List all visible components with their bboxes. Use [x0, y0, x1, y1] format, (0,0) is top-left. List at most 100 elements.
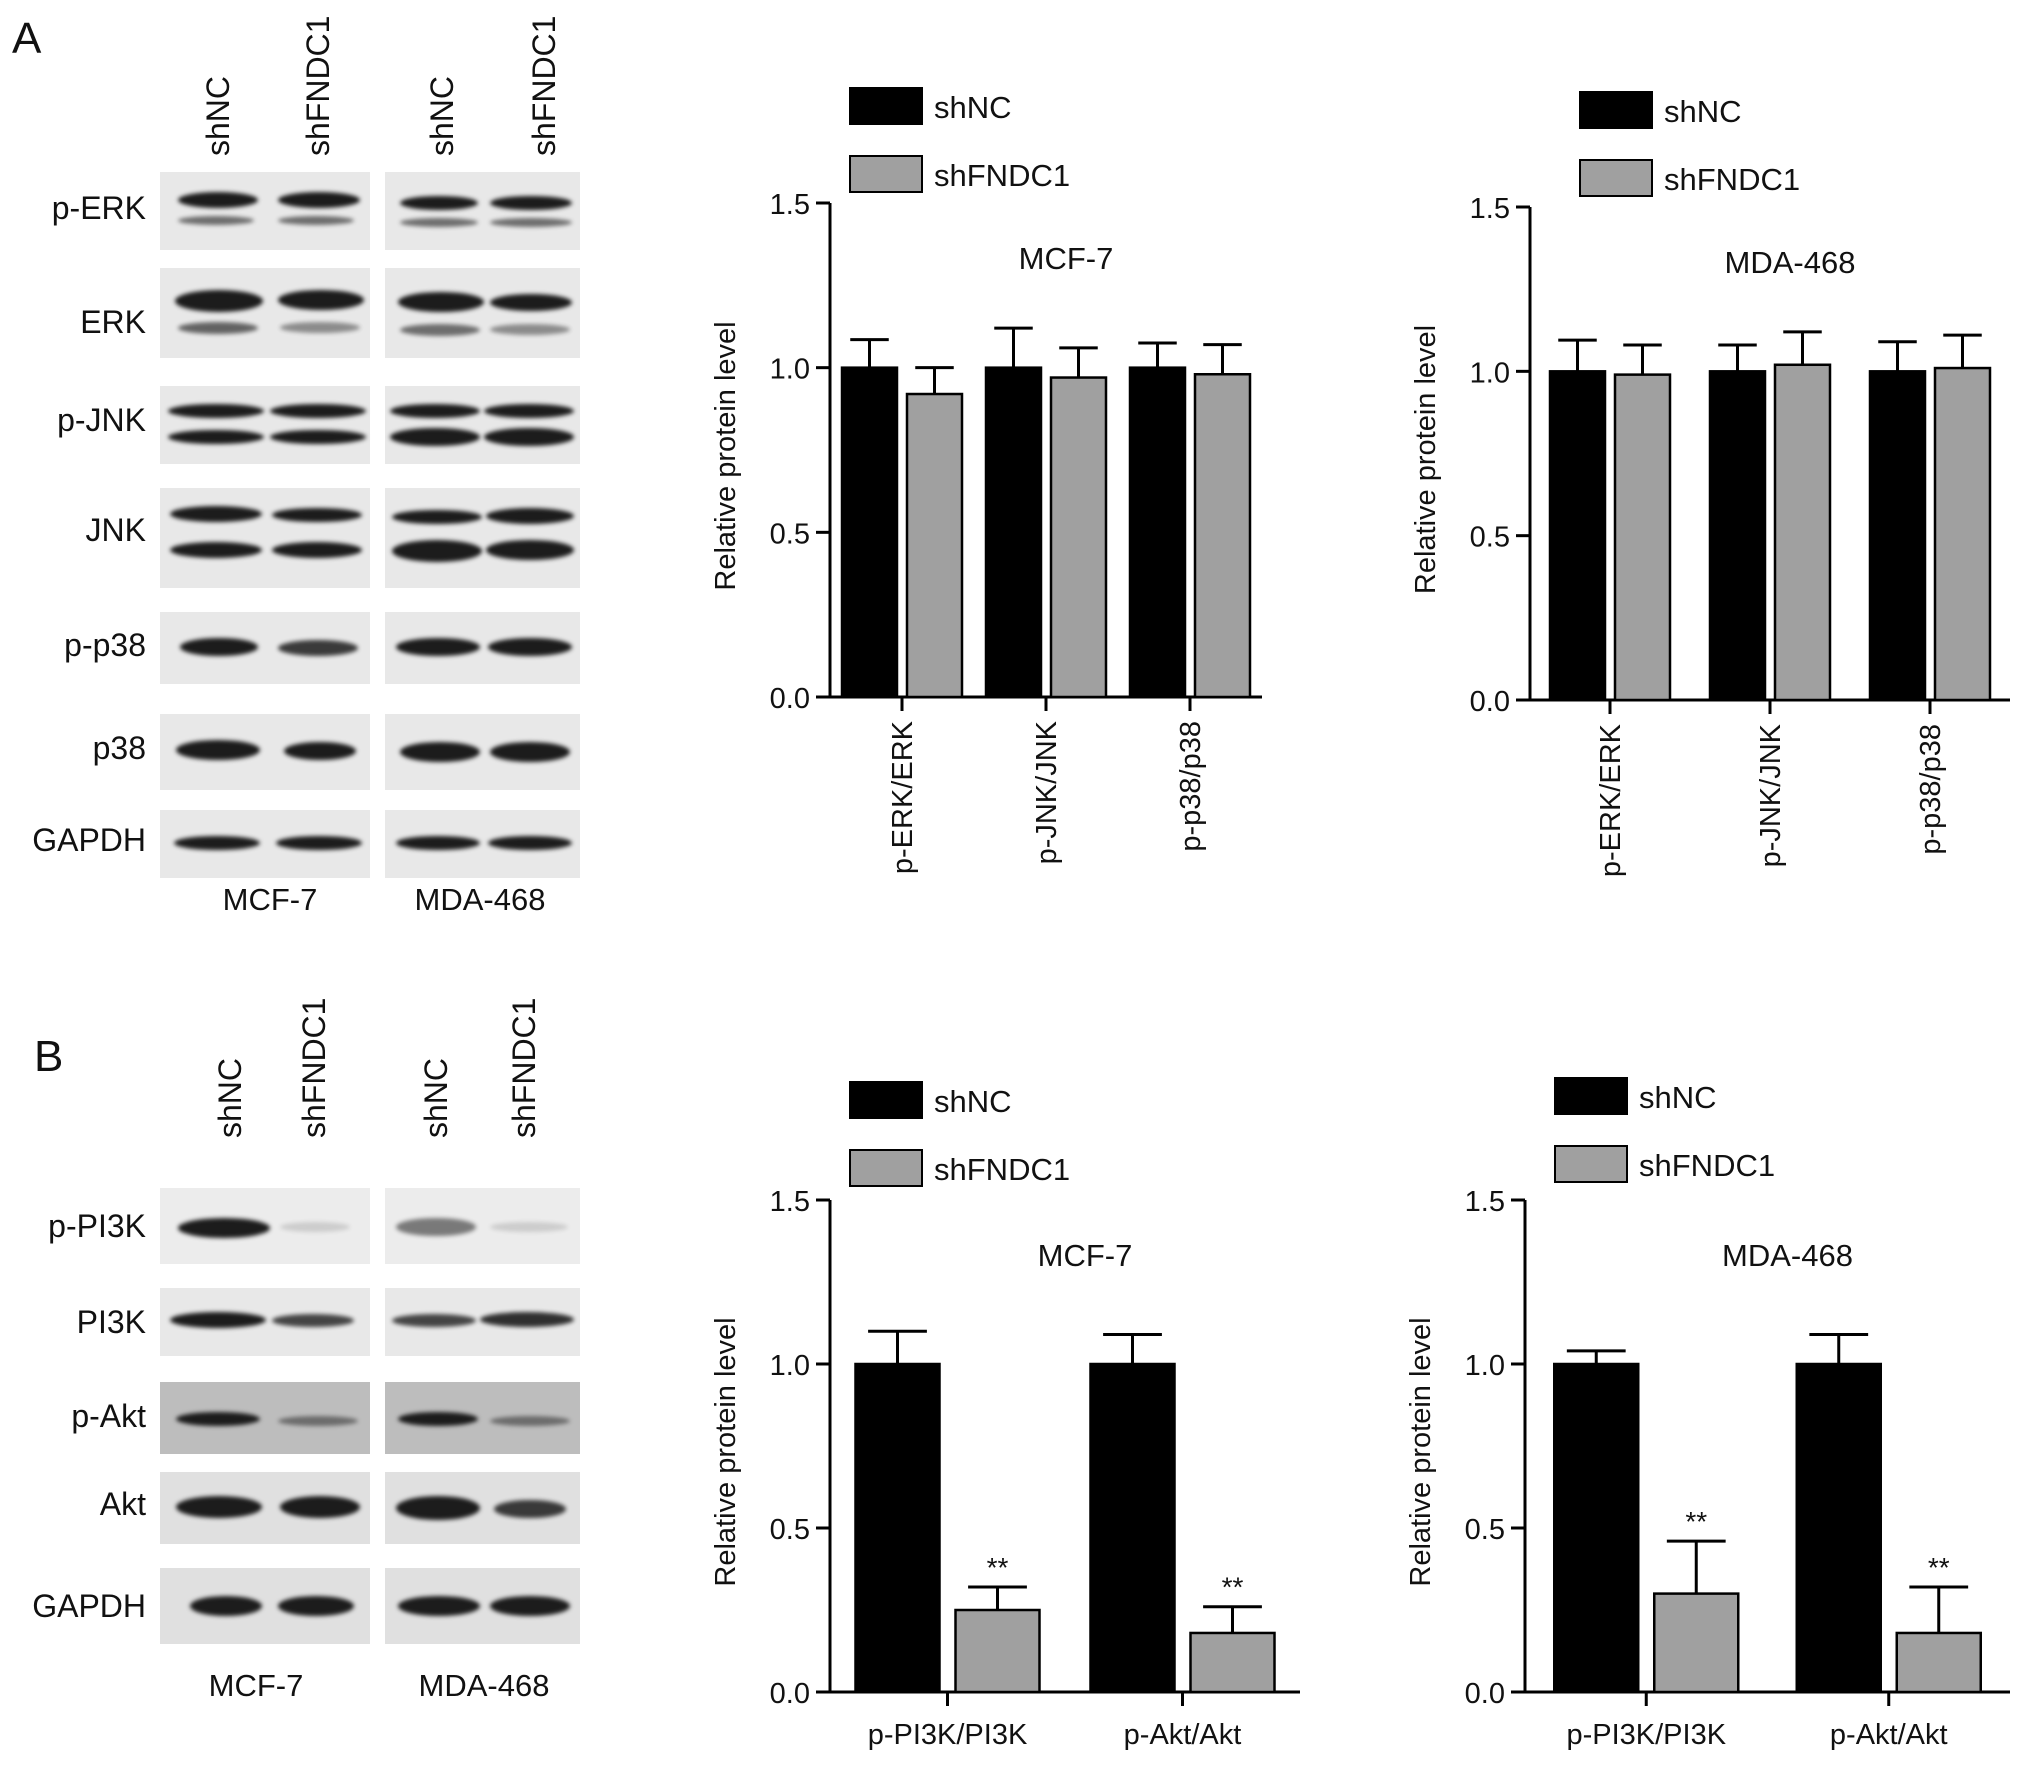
- blot-strip: [160, 1568, 580, 1644]
- significance-label: **: [1685, 1506, 1707, 1537]
- x-tick-label: p-Akt/Akt: [1124, 1719, 1242, 1751]
- legend-label-shfndc1: shFNDC1: [1664, 162, 1800, 197]
- row-label-pi3k: PI3K: [76, 1304, 146, 1340]
- legend-swatch-shnc: [849, 87, 923, 125]
- y-tick-label: 1.0: [1470, 357, 1510, 389]
- bar-shnc: [1795, 1362, 1882, 1694]
- bar-shnc: [1548, 370, 1607, 702]
- y-tick-label: 0.0: [770, 1678, 810, 1710]
- legend-swatch-shnc: [849, 1081, 923, 1119]
- y-tick-label: 0.0: [770, 683, 810, 715]
- legend-swatch-shfndc1: [849, 1149, 923, 1187]
- row-label-gapdh: GAPDH: [32, 1588, 146, 1624]
- legend-label-shfndc1: shFNDC1: [1639, 1148, 1775, 1183]
- bar-shnc: [840, 366, 899, 699]
- bar-shfndc1: [954, 1608, 1041, 1694]
- y-axis-label: Relative protein level: [710, 321, 742, 590]
- y-axis-label: Relative protein level: [1405, 1317, 1437, 1586]
- y-tick-label: 1.0: [770, 354, 810, 386]
- y-tick-label: 0.5: [1470, 522, 1510, 554]
- y-tick-label: 0.5: [770, 1514, 810, 1546]
- cell-line-label-mcf-7: MCF-7: [208, 1668, 304, 1703]
- legend-label-shnc: shNC: [934, 1084, 1012, 1119]
- bar-shnc: [1128, 366, 1187, 699]
- western-blot-a: shNC shFNDC1 shNC shFNDC1 p-ERK ERK p-JN…: [0, 0, 600, 930]
- blot-strip: [160, 268, 580, 358]
- legend-label-shfndc1: shFNDC1: [934, 1152, 1070, 1187]
- row-label-jnk: JNK: [85, 512, 146, 548]
- x-tick-label: p-p38/p38: [1175, 721, 1207, 852]
- blot-strip: [160, 172, 580, 250]
- bar-shnc: [1089, 1362, 1176, 1694]
- blot-strip: [160, 1382, 580, 1454]
- y-tick-label: 1.5: [770, 189, 810, 221]
- chart-title: MCF-7: [1038, 1238, 1133, 1273]
- legend-label-shfndc1: shFNDC1: [934, 158, 1070, 193]
- bar-shfndc1: [1933, 366, 1992, 702]
- row-label-p-jnk: p-JNK: [57, 402, 146, 438]
- x-tick-label: p-ERK/ERK: [1595, 723, 1627, 877]
- cell-line-label-mda-468: MDA-468: [418, 1668, 550, 1703]
- bar-shfndc1: [1613, 373, 1672, 702]
- legend-swatch-shnc: [1554, 1077, 1628, 1115]
- y-tick-label: 1.0: [1465, 1350, 1505, 1382]
- bar-shnc: [1553, 1362, 1640, 1694]
- x-tick-label: p-Akt/Akt: [1830, 1719, 1948, 1751]
- row-label-gapdh: GAPDH: [32, 822, 146, 858]
- significance-label: **: [987, 1552, 1009, 1583]
- row-label-p-pi3k: p-PI3K: [48, 1208, 146, 1244]
- blot-strip: [160, 1288, 580, 1356]
- bar-shfndc1: [1189, 1631, 1276, 1694]
- blot-strip: [160, 612, 580, 684]
- legend-label-shnc: shNC: [1639, 1080, 1717, 1115]
- bar-shfndc1: [1773, 363, 1832, 702]
- chart-title: MDA-468: [1725, 245, 1856, 280]
- y-axis-label: Relative protein level: [710, 1317, 742, 1586]
- bar-shfndc1: [1193, 373, 1252, 699]
- bar-shfndc1: [1653, 1592, 1740, 1694]
- y-tick-label: 0.5: [1465, 1514, 1505, 1546]
- row-label-p-erk: p-ERK: [51, 190, 146, 226]
- blot-strip: [160, 1188, 580, 1264]
- blot-strip: [160, 714, 580, 790]
- row-label-akt: Akt: [99, 1486, 146, 1522]
- x-tick-label: p-p38/p38: [1915, 724, 1947, 855]
- y-tick-label: 0.0: [1470, 686, 1510, 718]
- blot-strip: [160, 386, 580, 464]
- chart-title: MCF-7: [1019, 241, 1114, 276]
- y-tick-label: 0.0: [1465, 1678, 1505, 1710]
- row-label-p-akt: p-Akt: [71, 1398, 146, 1434]
- legend-swatch-shfndc1: [849, 155, 923, 193]
- x-tick-label: p-PI3K/PI3K: [1566, 1719, 1726, 1751]
- y-tick-label: 1.5: [1465, 1186, 1505, 1218]
- chart-title: MDA-468: [1722, 1238, 1853, 1273]
- y-tick-label: 0.5: [770, 518, 810, 550]
- x-tick-label: p-JNK/JNK: [1755, 723, 1787, 867]
- x-tick-label: p-PI3K/PI3K: [868, 1719, 1028, 1751]
- y-tick-label: 1.5: [770, 1186, 810, 1218]
- bar-shnc: [854, 1362, 941, 1694]
- legend-swatch-shnc: [1579, 91, 1653, 129]
- cell-line-label-mcf-7: MCF-7: [222, 882, 318, 917]
- bar-shnc: [984, 366, 1043, 699]
- significance-label: **: [1928, 1552, 1950, 1583]
- bar-shfndc1: [905, 392, 964, 699]
- blot-strip: [160, 1472, 580, 1544]
- row-label-p38: p38: [92, 730, 146, 766]
- y-axis-label: Relative protein level: [1410, 325, 1442, 594]
- row-label-p-p38: p-p38: [64, 627, 146, 663]
- row-label-erk: ERK: [80, 304, 146, 340]
- cell-line-label-mda-468: MDA-468: [414, 882, 546, 917]
- bar-shfndc1: [1895, 1631, 1982, 1694]
- blot-strip: [160, 488, 580, 588]
- legend-label-shnc: shNC: [1664, 94, 1742, 129]
- y-tick-label: 1.0: [770, 1350, 810, 1382]
- bar-shnc: [1708, 370, 1767, 702]
- legend-swatch-shfndc1: [1554, 1145, 1628, 1183]
- bar-shfndc1: [1049, 376, 1108, 699]
- significance-label: **: [1222, 1572, 1244, 1603]
- panel-letter-a: A: [12, 14, 42, 63]
